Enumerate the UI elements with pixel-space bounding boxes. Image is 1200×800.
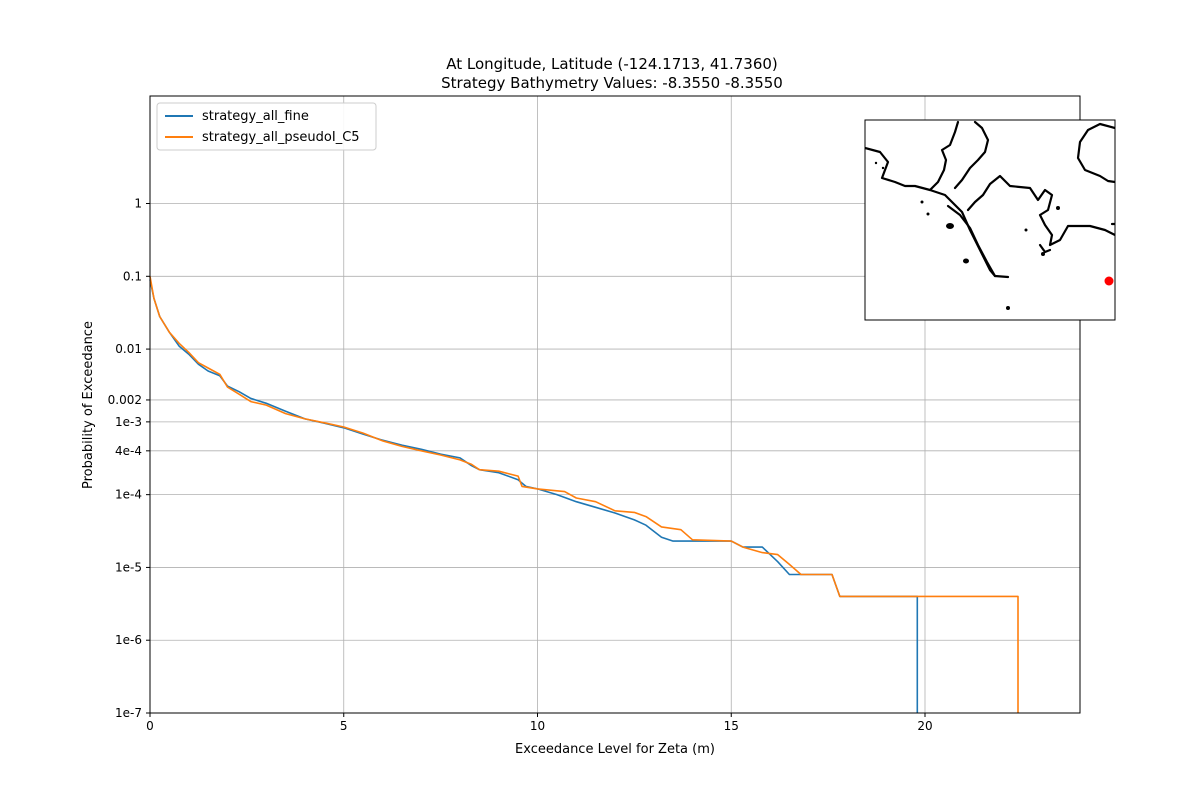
y-tick-label: 0.1: [123, 269, 142, 283]
legend: strategy_all_fine strategy_all_pseudoI_C…: [156, 102, 377, 151]
inset-map-background: [865, 120, 1115, 320]
chart-title: At Longitude, Latitude (-124.1713, 41.73…: [446, 55, 778, 73]
x-tick-label: 5: [340, 719, 348, 733]
y-tick-label: 0.01: [115, 342, 142, 356]
y-tick-label: 0.002: [108, 393, 142, 407]
plot-frame: [149, 95, 1081, 714]
series-line-strategy-all-pseudoi-c5: [149, 276, 1019, 713]
legend-box: [156, 102, 377, 151]
y-tick-label: 4e-4: [115, 444, 142, 458]
y-axis-label: Probability of Exceedance: [81, 321, 96, 489]
x-axis-label: Exceedance Level for Zeta (m): [515, 742, 715, 757]
y-tick-label: 1e-3: [115, 415, 142, 429]
y-tick-label: 1: [134, 197, 142, 211]
inset-map: [864, 119, 1116, 321]
y-tick-label: 1e-6: [115, 633, 142, 647]
x-tick-label: 0: [146, 719, 154, 733]
x-axis: 0 5 10 15 20: [146, 713, 933, 733]
legend-label-pseudo: strategy_all_pseudoI_C5: [202, 130, 360, 145]
inset-map-frame: [864, 119, 1116, 321]
location-marker: [1104, 276, 1114, 286]
grid: [149, 96, 1080, 714]
series-line-strategy-all-fine: [149, 279, 919, 713]
inset-islands: [874, 161, 1060, 310]
x-tick-label: 10: [530, 719, 545, 733]
x-tick-label: 15: [724, 719, 739, 733]
chart-subtitle: Strategy Bathymetry Values: -8.3550 -8.3…: [441, 74, 783, 92]
inset-coastlines: [865, 120, 1115, 279]
y-tick-label: 1e-7: [115, 706, 142, 720]
y-tick-label: 1e-5: [115, 560, 142, 574]
y-tick-label: 1e-4: [115, 488, 142, 502]
legend-label-fine: strategy_all_fine: [202, 109, 309, 124]
y-axis: 1 0.1 0.01 0.002 1e-3 4e-4 1e-4 1e-5 1e-6 1e-7: [108, 197, 150, 720]
series-layer: [149, 276, 1019, 713]
x-tick-label: 20: [917, 719, 932, 733]
